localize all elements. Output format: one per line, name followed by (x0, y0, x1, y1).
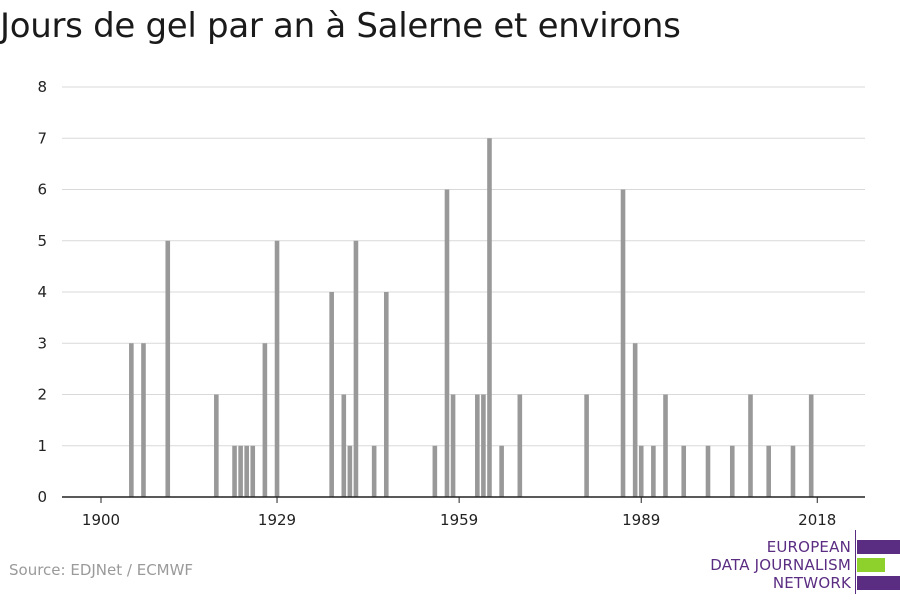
bar-1945 (371, 445, 377, 497)
bar-1919 (214, 394, 219, 497)
bar-1940 (341, 394, 347, 497)
bar-1991 (651, 445, 656, 497)
chart-title: Jours de gel par an à Salerne et environ… (0, 6, 681, 46)
logo-text-line-3: NETWORK (772, 574, 851, 592)
logo-bar-purple-bottom (857, 576, 900, 590)
bar-2014 (790, 445, 796, 497)
source-note: Source: EDJNet / ECMWF (9, 561, 194, 579)
y-tick-label: 6 (37, 181, 47, 199)
bars (129, 138, 814, 497)
bar-2007 (748, 394, 753, 497)
bar-1964 (487, 138, 492, 497)
gridlines (62, 86, 865, 447)
logo-bar-green (857, 558, 885, 572)
bar-1911 (165, 240, 171, 497)
bar-1929 (274, 240, 280, 497)
bar-1988 (632, 343, 638, 497)
bar-1958 (450, 394, 456, 497)
y-tick-label: 5 (37, 232, 47, 250)
bar-1947 (383, 292, 389, 497)
bar-1927 (262, 343, 268, 497)
y-tick-label: 3 (37, 334, 47, 352)
y-tick-label: 8 (37, 78, 47, 96)
x-tick-label: 2018 (798, 511, 836, 529)
x-tick-label: 1900 (82, 511, 120, 529)
bar-1989 (638, 445, 644, 497)
bar-1980 (584, 394, 589, 497)
logo-text-line-1: EUROPEAN (766, 538, 851, 556)
bar-2017 (808, 394, 814, 497)
bar-1993 (663, 394, 668, 497)
bar-1963 (481, 394, 486, 497)
edjnet-logo: EUROPEAN DATA JOURNALISM NETWORK (700, 530, 900, 594)
bar-2000 (705, 445, 711, 497)
bar-1986 (620, 189, 626, 497)
logo-divider (855, 530, 856, 594)
x-tick-label: 1929 (258, 511, 296, 529)
y-tick-label: 4 (37, 283, 47, 301)
axes: 0 1 2 3 4 5 6 7 8 1900 1929 1959 1989 2018 (37, 78, 865, 529)
bar-2010 (766, 445, 771, 497)
bar-2004 (729, 445, 735, 497)
bar-1957 (444, 189, 450, 497)
bar-1966 (499, 445, 504, 497)
bar-1955 (432, 445, 438, 497)
y-tick-label: 2 (37, 386, 47, 404)
bar-1925 (250, 445, 256, 497)
bar-1938 (329, 292, 334, 497)
bar-1962 (475, 394, 480, 497)
logo-bar-purple-top (857, 540, 900, 554)
y-tick-label: 7 (37, 129, 47, 147)
logo-text-line-2: DATA JOURNALISM (710, 556, 851, 574)
x-tick-label: 1989 (622, 511, 660, 529)
y-tick-label: 1 (37, 437, 47, 455)
bar-1922 (232, 445, 237, 497)
bar-1924 (244, 445, 249, 497)
bar-1941 (347, 445, 353, 497)
bar-1923 (238, 445, 243, 497)
y-tick-label: 0 (37, 488, 47, 506)
bar-1907 (141, 343, 146, 497)
bar-1996 (681, 445, 687, 497)
bar-1942 (353, 240, 359, 497)
x-tick-label: 1959 (440, 511, 478, 529)
bar-1905 (129, 343, 134, 497)
bar-1969 (517, 394, 523, 497)
